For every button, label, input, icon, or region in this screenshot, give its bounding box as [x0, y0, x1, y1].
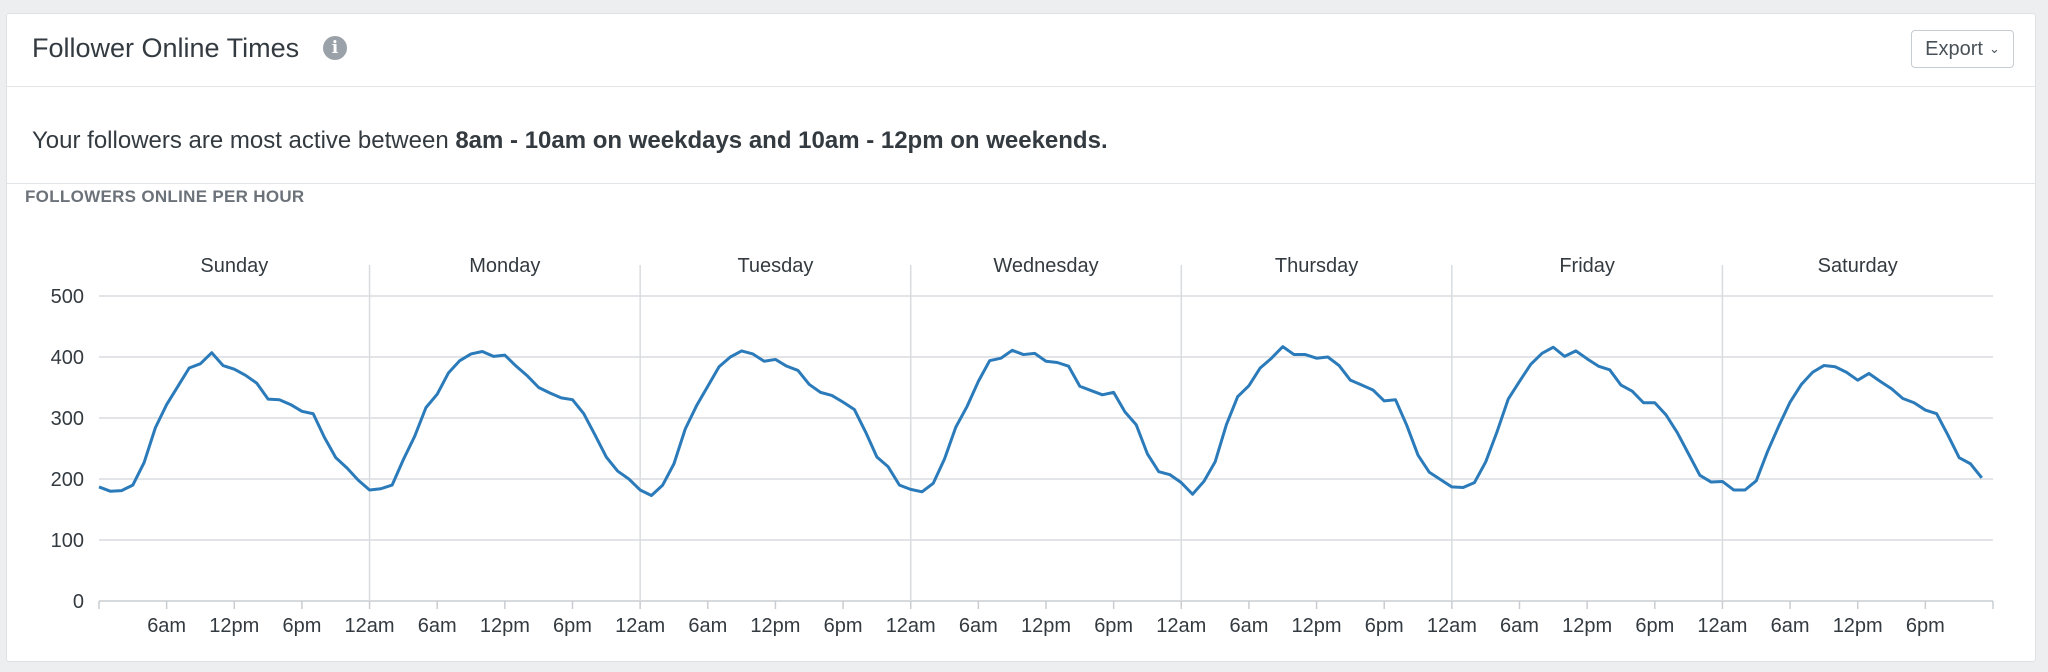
day-label: Saturday [1818, 255, 1898, 277]
chart-title: FOLLOWERS ONLINE PER HOUR [25, 187, 305, 206]
x-tick-label: 6am [1771, 615, 1810, 637]
y-tick-label: 200 [51, 469, 84, 491]
y-tick-label: 500 [51, 286, 84, 308]
summary-highlight: 8am - 10am on weekdays and 10am - 12pm o… [455, 127, 1108, 154]
x-tick-label: 6pm [553, 615, 592, 637]
x-tick-label: 12am [345, 615, 395, 637]
day-label: Thursday [1275, 255, 1358, 277]
summary-prefix: Your followers are most active between [32, 127, 456, 154]
x-tick-label: 6pm [1635, 615, 1674, 637]
x-tick-label: 6pm [1906, 615, 1945, 637]
x-tick-label: 6am [147, 615, 186, 637]
x-tick-label: 12pm [1292, 615, 1342, 637]
x-tick-label: 12am [615, 615, 665, 637]
card-header: Follower Online Times i Export ⌄ [7, 14, 2035, 87]
summary-text: Your followers are most active between 8… [32, 127, 1108, 155]
x-tick-label: 12pm [750, 615, 800, 637]
export-button-label: Export [1925, 37, 1983, 60]
followers-series-line [98, 345, 1983, 497]
card-title: Follower Online Times [32, 33, 300, 63]
export-button[interactable]: Export ⌄ [1911, 30, 2014, 68]
x-tick-label: 6pm [824, 615, 863, 637]
day-label: Friday [1559, 255, 1615, 277]
x-tick-label: 6pm [1365, 615, 1404, 637]
day-label: Sunday [200, 255, 268, 277]
chevron-down-icon: ⌄ [1988, 41, 2000, 56]
x-tick-label: 12am [886, 615, 936, 637]
x-tick-label: 6am [959, 615, 998, 637]
x-tick-label: 6am [688, 615, 727, 637]
follower-online-times-card: Follower Online Times i Export ⌄ Your fo… [6, 13, 2036, 662]
y-tick-label: 0 [73, 591, 84, 613]
x-tick-label: 12am [1697, 615, 1747, 637]
x-tick-label: 6am [1500, 615, 1539, 637]
x-tick-label: 6pm [282, 615, 321, 637]
y-tick-label: 400 [51, 347, 84, 369]
x-tick-label: 12pm [480, 615, 530, 637]
info-icon[interactable]: i [323, 36, 347, 60]
x-tick-label: 12pm [1833, 615, 1883, 637]
x-tick-label: 12pm [209, 615, 259, 637]
day-label: Tuesday [737, 255, 813, 277]
x-tick-label: 12am [1156, 615, 1206, 637]
x-tick-label: 12pm [1021, 615, 1071, 637]
y-tick-label: 100 [51, 530, 84, 552]
summary-panel: Your followers are most active between 8… [7, 87, 2035, 184]
y-tick-label: 300 [51, 408, 84, 430]
x-tick-label: 6pm [1094, 615, 1133, 637]
x-tick-label: 12pm [1562, 615, 1612, 637]
day-label: Monday [469, 255, 540, 277]
day-label: Wednesday [993, 255, 1098, 277]
x-tick-label: 12am [1427, 615, 1477, 637]
x-tick-label: 6am [1229, 615, 1268, 637]
x-tick-label: 6am [418, 615, 457, 637]
